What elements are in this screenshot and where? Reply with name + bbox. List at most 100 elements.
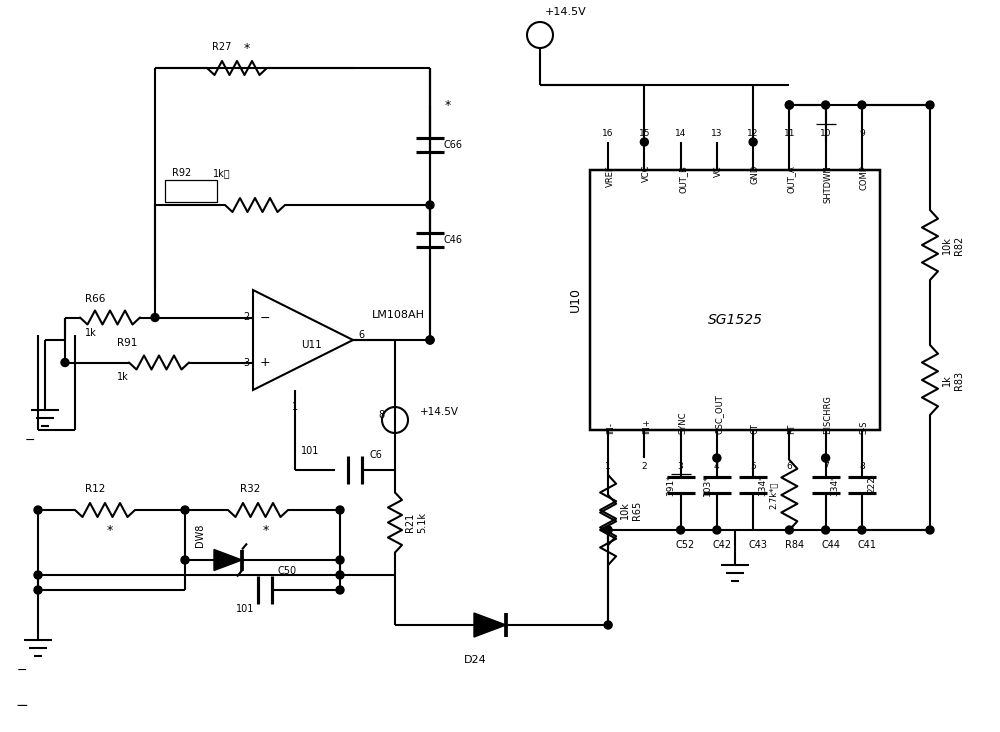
Text: *: * — [445, 99, 451, 111]
Text: −: − — [25, 433, 35, 447]
Text: 13: 13 — [711, 129, 723, 138]
Text: OUT_B: OUT_B — [678, 165, 687, 193]
Text: D24: D24 — [464, 655, 486, 665]
Text: VCC: VCC — [642, 165, 651, 182]
Text: C42: C42 — [712, 540, 731, 550]
Circle shape — [336, 586, 344, 594]
Text: −: − — [17, 663, 27, 676]
Text: C43: C43 — [749, 540, 768, 550]
Circle shape — [785, 101, 793, 109]
Circle shape — [713, 454, 721, 462]
Circle shape — [677, 526, 685, 534]
Text: 334*: 334* — [831, 474, 840, 496]
Circle shape — [858, 101, 866, 109]
Text: R65: R65 — [632, 501, 642, 520]
Text: IN+: IN+ — [642, 418, 651, 434]
Text: C50: C50 — [278, 566, 297, 576]
Text: 1k楼: 1k楼 — [213, 168, 231, 178]
Circle shape — [822, 526, 830, 534]
Circle shape — [336, 556, 344, 564]
Text: −: − — [16, 698, 28, 712]
Text: 6: 6 — [358, 330, 364, 340]
Circle shape — [749, 138, 757, 146]
Circle shape — [822, 454, 830, 462]
Text: C52: C52 — [676, 540, 695, 550]
Text: 1k: 1k — [117, 373, 129, 383]
Circle shape — [785, 101, 793, 109]
Circle shape — [604, 621, 612, 629]
Text: 1k: 1k — [85, 327, 97, 337]
Text: 6: 6 — [786, 462, 792, 471]
Text: 1: 1 — [605, 462, 611, 471]
Text: C6: C6 — [370, 450, 383, 460]
Text: SG1525: SG1525 — [708, 313, 763, 327]
Text: COMP: COMP — [859, 165, 868, 190]
Text: 5: 5 — [750, 462, 756, 471]
Text: U10: U10 — [569, 288, 582, 313]
Text: 7: 7 — [823, 462, 828, 471]
Text: $-$: $-$ — [259, 311, 271, 324]
Text: DISCHRG: DISCHRG — [823, 395, 832, 434]
Circle shape — [181, 556, 189, 564]
Text: 12: 12 — [747, 129, 759, 138]
Circle shape — [34, 586, 42, 594]
Circle shape — [926, 526, 934, 534]
Circle shape — [858, 526, 866, 534]
Text: SHTDWN: SHTDWN — [823, 165, 832, 203]
Text: RT: RT — [787, 424, 796, 434]
Circle shape — [151, 313, 159, 321]
Text: R21: R21 — [405, 513, 415, 532]
Text: DW8: DW8 — [195, 523, 205, 547]
Text: VREF: VREF — [606, 165, 615, 187]
Circle shape — [822, 101, 830, 109]
Text: R32: R32 — [240, 484, 260, 494]
Circle shape — [426, 201, 434, 209]
Text: 5.1k: 5.1k — [417, 512, 427, 533]
Text: 3: 3 — [678, 462, 684, 471]
Text: *: * — [107, 524, 113, 537]
Circle shape — [640, 138, 648, 146]
Bar — [590, 170, 880, 430]
Text: 2: 2 — [642, 462, 647, 471]
Text: IN-: IN- — [606, 422, 615, 434]
Text: OUT_A: OUT_A — [787, 165, 796, 193]
Bar — [165, 180, 217, 202]
Polygon shape — [474, 613, 506, 637]
Text: 222: 222 — [867, 477, 876, 493]
Circle shape — [426, 336, 434, 344]
Text: R91: R91 — [117, 338, 137, 348]
Text: 9: 9 — [859, 129, 865, 138]
Text: R27: R27 — [212, 42, 232, 52]
Text: CT: CT — [751, 423, 760, 434]
Circle shape — [34, 506, 42, 514]
Text: 1k: 1k — [942, 374, 952, 386]
Text: R84: R84 — [785, 540, 804, 550]
Text: LM108AH: LM108AH — [372, 310, 424, 320]
Text: R66: R66 — [85, 294, 105, 304]
Text: *: * — [244, 42, 250, 55]
Text: *: * — [263, 524, 269, 537]
Text: S-S: S-S — [859, 420, 868, 434]
Text: C41: C41 — [857, 540, 876, 550]
Text: 8: 8 — [859, 462, 865, 471]
Text: +14.5V: +14.5V — [545, 7, 587, 17]
Text: 15: 15 — [639, 129, 650, 138]
Circle shape — [926, 101, 934, 109]
Text: $+$: $+$ — [259, 356, 271, 369]
Text: 101: 101 — [301, 446, 319, 456]
Text: 16: 16 — [602, 129, 614, 138]
Text: GND: GND — [751, 165, 760, 184]
Text: 2.7k*楼: 2.7k*楼 — [768, 482, 777, 509]
Text: 1: 1 — [292, 402, 298, 412]
Text: VC: VC — [714, 165, 723, 176]
Text: 101: 101 — [236, 604, 254, 614]
Text: 3: 3 — [243, 357, 249, 367]
Text: 10: 10 — [820, 129, 831, 138]
Text: 8: 8 — [378, 410, 384, 420]
Circle shape — [34, 571, 42, 579]
Text: +14.5V: +14.5V — [420, 407, 459, 417]
Text: 2: 2 — [243, 313, 249, 323]
Text: R83: R83 — [954, 370, 964, 389]
Text: U11: U11 — [301, 340, 321, 350]
Circle shape — [61, 359, 69, 367]
